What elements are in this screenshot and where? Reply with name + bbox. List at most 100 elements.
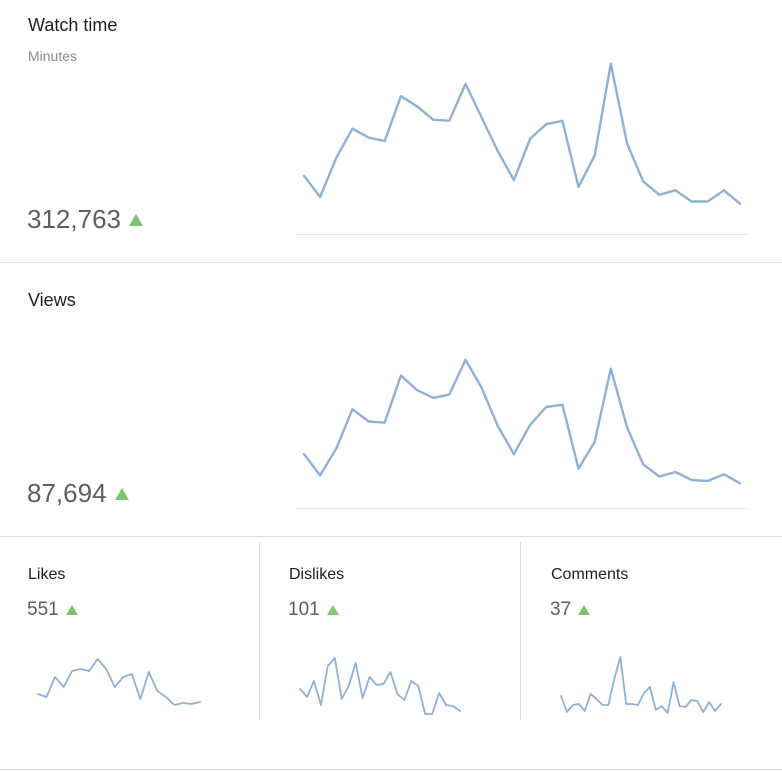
likes-value: 551 [27, 599, 59, 620]
views-point-0 [301, 451, 307, 457]
watch-point-2 [333, 155, 339, 161]
views-point-12 [495, 423, 501, 429]
views-sparkline [296, 357, 748, 509]
likes-point-13 [146, 669, 152, 675]
watch-time-unit: Minutes [28, 48, 78, 64]
dislikes-point-23 [457, 708, 463, 714]
views-point-6 [398, 373, 404, 379]
views-point-22 [656, 474, 662, 480]
triangle-up-icon [326, 605, 339, 615]
comments-point-26 [712, 708, 718, 714]
views-title: Views [28, 290, 76, 310]
dislikes-point-7 [346, 683, 352, 689]
comments-point-6 [594, 696, 600, 702]
views-point-10 [463, 357, 469, 363]
watch-time-value: 312,763 [27, 204, 121, 234]
watch-point-22 [656, 192, 662, 198]
watch-point-17 [576, 184, 582, 190]
comments-point-9 [611, 676, 617, 682]
likes-point-1 [44, 694, 50, 700]
watch-point-7 [414, 103, 420, 109]
likes-title: Likes [28, 566, 66, 583]
dislikes-title: Dislikes [289, 566, 345, 583]
likes-point-15 [163, 694, 169, 700]
watch-point-8 [430, 117, 436, 123]
watch-point-19 [608, 61, 614, 67]
views-point-20 [624, 424, 630, 430]
dislikes-point-12 [381, 681, 387, 687]
likes-point-0 [35, 691, 41, 697]
views-point-13 [511, 451, 517, 457]
likes-series-line [37, 658, 201, 706]
dislikes-point-13 [387, 669, 393, 675]
likes-point-3 [61, 684, 67, 690]
comments-title: Comments [551, 566, 629, 583]
watch-point-11 [479, 115, 485, 121]
triangle-up-icon [578, 605, 591, 615]
comments-point-17 [659, 703, 665, 709]
likes-point-2 [52, 674, 58, 680]
dislikes-point-6 [339, 696, 345, 702]
comments-point-0 [558, 693, 564, 699]
comments-point-22 [688, 697, 694, 703]
comments-point-20 [677, 703, 683, 709]
triangle-up-icon [128, 213, 143, 226]
views-value: 87,694 [27, 478, 107, 508]
likes-point-11 [129, 671, 135, 677]
comments-point-11 [623, 701, 629, 707]
watch-point-18 [592, 153, 598, 159]
likes-point-16 [171, 702, 177, 708]
comments-point-5 [588, 691, 594, 697]
views-point-16 [559, 402, 565, 408]
watch-point-13 [511, 177, 517, 183]
watch-point-6 [398, 93, 404, 99]
dislikes-point-5 [332, 655, 338, 661]
comments-series-line [560, 656, 722, 714]
comments-metric: 37 [550, 599, 591, 621]
views-point-27 [737, 480, 743, 486]
dislikes-point-2 [311, 678, 317, 684]
comments-card[interactable]: Comments 37 [523, 537, 782, 770]
views-point-21 [640, 461, 646, 467]
watch-point-5 [382, 138, 388, 144]
views-card[interactable]: Views 87,694 [0, 263, 782, 536]
watch-point-10 [463, 81, 469, 87]
dislikes-series-line [299, 657, 461, 715]
watch-time-card[interactable]: Watch time Minutes 312,763 [0, 0, 782, 262]
watch-point-9 [446, 118, 452, 124]
watch-point-12 [495, 148, 501, 154]
likes-point-14 [154, 688, 160, 694]
dislikes-point-17 [415, 683, 421, 689]
dislikes-point-9 [360, 695, 366, 701]
likes-point-12 [137, 696, 143, 702]
watch-point-1 [317, 194, 323, 200]
likes-point-4 [69, 668, 75, 674]
triangle-up-icon [65, 605, 78, 615]
views-point-8 [430, 395, 436, 401]
likes-point-10 [120, 674, 126, 680]
likes-point-6 [86, 668, 92, 674]
watch-point-3 [349, 126, 355, 132]
watch-point-24 [689, 199, 695, 205]
comments-point-19 [671, 679, 677, 685]
comments-point-14 [641, 690, 647, 696]
comments-point-8 [605, 702, 611, 708]
comments-point-2 [570, 702, 576, 708]
dislikes-point-20 [436, 690, 442, 696]
watch-point-0 [301, 173, 307, 179]
views-point-25 [705, 478, 711, 484]
triangle-up-icon [114, 487, 129, 500]
likes-point-7 [95, 656, 101, 662]
watch-time-title: Watch time [28, 15, 118, 35]
views-point-24 [689, 477, 695, 483]
watch-point-25 [705, 199, 711, 205]
likes-sparkline [35, 656, 201, 708]
dislikes-card[interactable]: Dislikes 101 [261, 537, 520, 770]
watch-point-14 [527, 136, 533, 142]
views-point-23 [672, 469, 678, 475]
watch-point-4 [366, 135, 372, 141]
views-point-14 [527, 422, 533, 428]
views-point-9 [446, 392, 452, 398]
likes-card[interactable]: Likes 551 [0, 537, 259, 770]
views-point-15 [543, 404, 549, 410]
